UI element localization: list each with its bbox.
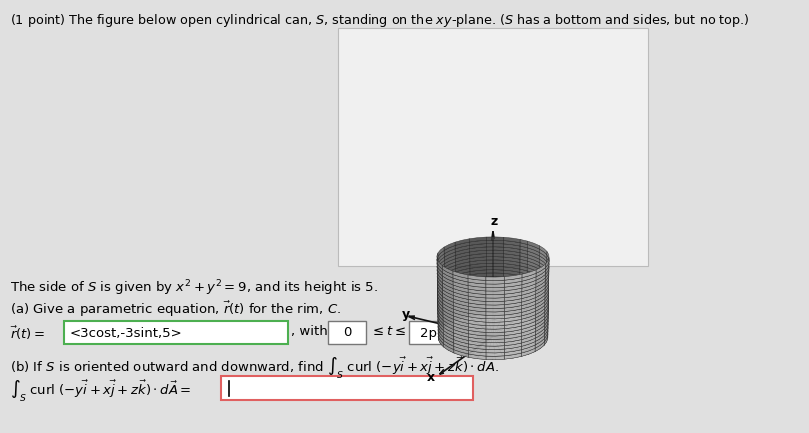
FancyBboxPatch shape xyxy=(64,321,288,344)
Text: $\int_S$ curl $(-y\vec{i} + x\vec{j} + z\vec{k}) \cdot d\vec{A} =$: $\int_S$ curl $(-y\vec{i} + x\vec{j} + z… xyxy=(10,379,192,404)
Text: <3cost,-3sint,5>: <3cost,-3sint,5> xyxy=(70,326,183,339)
Text: , with: , with xyxy=(291,325,328,338)
Text: (b) If $S$ is oriented outward and downward, find $\int_S$ curl $(-y\vec{i} + x\: (b) If $S$ is oriented outward and downw… xyxy=(10,356,499,381)
FancyBboxPatch shape xyxy=(338,28,648,266)
FancyBboxPatch shape xyxy=(221,376,473,400)
Text: .: . xyxy=(453,325,457,338)
Text: 2pi: 2pi xyxy=(420,326,440,339)
Text: (1 point) The figure below open cylindrical can, $S$, standing on the $xy$-plane: (1 point) The figure below open cylindri… xyxy=(10,12,750,29)
Text: 0: 0 xyxy=(343,326,351,339)
FancyBboxPatch shape xyxy=(328,321,366,344)
Text: (a) Give a parametric equation, $\vec{r}(t)$ for the rim, $C$.: (a) Give a parametric equation, $\vec{r}… xyxy=(10,300,341,320)
Text: $\vec{r}(t) =$: $\vec{r}(t) =$ xyxy=(10,325,45,343)
FancyBboxPatch shape xyxy=(409,321,451,344)
Text: $\leq t \leq$: $\leq t \leq$ xyxy=(370,325,405,338)
Text: The side of $S$ is given by $x^2 + y^2 = 9$, and its height is 5.: The side of $S$ is given by $x^2 + y^2 =… xyxy=(10,278,378,297)
